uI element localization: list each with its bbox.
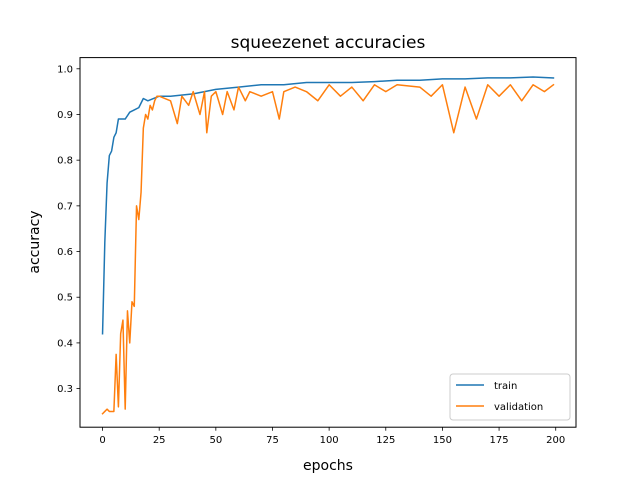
x-tick-label: 200 [546,435,565,446]
series-line-validation [101,83,555,415]
plot-frame [79,57,577,428]
y-tick-label: 0.3 [57,384,73,395]
y-axis: 0.3 0.4 0.5 0.6 0.7 0.8 0.9 1.0 [57,64,80,395]
x-tick-label: 150 [433,435,452,446]
y-tick-label: 0.8 [57,156,73,167]
series-lines [101,76,555,415]
y-tick-label: 0.9 [57,110,73,121]
legend: train validation [449,373,571,421]
x-tick-label: 175 [490,435,509,446]
x-tick-label: 50 [209,435,222,446]
x-tick-label: 25 [153,435,166,446]
x-tick-label: 75 [266,435,279,446]
y-tick-label: 0.6 [57,247,73,258]
x-axis: 0 25 50 75 100 125 150 175 200 [99,427,565,446]
x-tick-label: 100 [320,435,339,446]
y-tick-label: 1.0 [57,64,73,75]
x-tick-label: 125 [376,435,395,446]
y-tick-label: 0.4 [57,338,73,349]
x-tick-label: 0 [99,435,105,446]
y-tick-label: 0.5 [57,293,73,304]
y-axis-title: accuracy [27,210,43,273]
x-axis-title: epochs [303,458,353,474]
legend-label-validation: validation [494,402,543,413]
legend-label-train: train [494,381,517,392]
series-line-train [101,76,555,335]
chart-title: squeezenet accuracies [231,33,426,53]
y-tick-label: 0.7 [57,201,73,212]
